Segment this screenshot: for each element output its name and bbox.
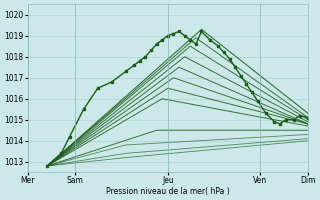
X-axis label: Pression niveau de la mer( hPa ): Pression niveau de la mer( hPa ) — [106, 187, 230, 196]
